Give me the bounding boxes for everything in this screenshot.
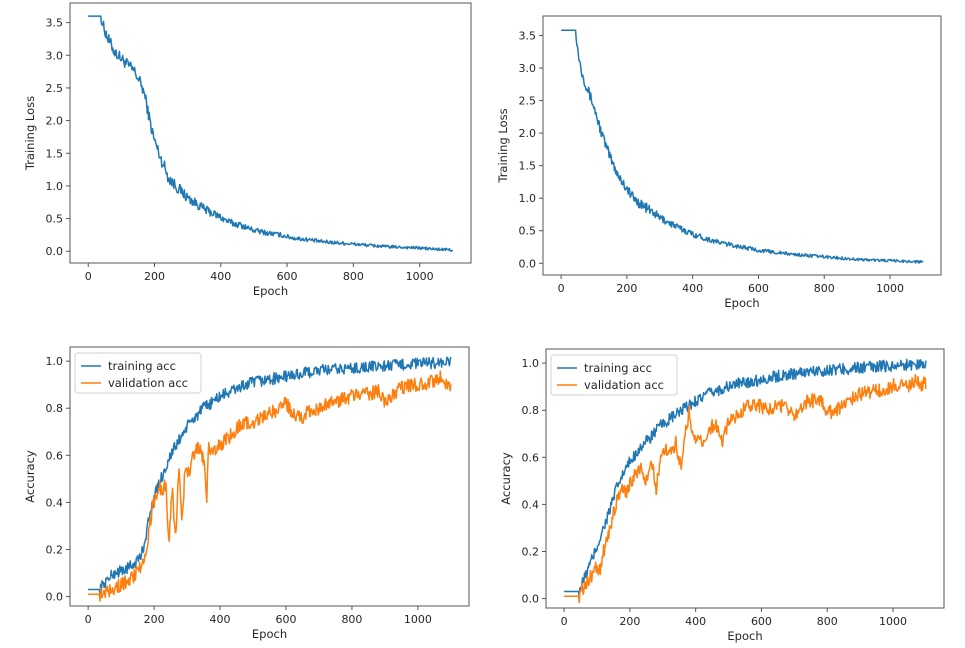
y-tick-label: 3.5: [46, 17, 64, 30]
x-tick-label: 800: [814, 282, 835, 295]
legend-label: validation acc: [584, 378, 664, 392]
plot-frame: [69, 2, 472, 264]
x-tick-label: 0: [85, 270, 92, 283]
y-tick-label: 1.0: [519, 192, 537, 205]
y-tick-label: 0.0: [46, 591, 64, 604]
x-tick-label: 400: [210, 270, 231, 283]
legend-label: training acc: [584, 361, 652, 375]
x-tick-label: 200: [619, 615, 640, 628]
y-tick-label: 0.6: [46, 449, 64, 462]
y-tick-label: 0.2: [46, 543, 64, 556]
y-tick-label: 2.0: [46, 115, 64, 128]
y-tick-label: 2.5: [519, 95, 537, 108]
y-tick-label: 0.2: [522, 545, 540, 558]
x-tick-label: 400: [682, 282, 703, 295]
y-tick-label: 3.0: [46, 49, 64, 62]
x-tick-label: 1000: [406, 270, 434, 283]
x-tick-label: 600: [277, 270, 298, 283]
plot-frame: [545, 348, 945, 609]
y-axis-label: Training Loss: [23, 96, 37, 171]
x-tick-label: 1000: [404, 613, 432, 626]
x-axis-label: Epoch: [252, 627, 287, 641]
legend: training acc validation acc: [74, 352, 202, 394]
legend-label: validation acc: [108, 376, 188, 390]
x-axis-label: Epoch: [253, 284, 288, 298]
y-tick-label: 0.5: [519, 225, 537, 238]
y-tick-label: 0.5: [46, 213, 64, 226]
x-tick-label: 600: [751, 615, 772, 628]
training-loss-chart-right: 0 200 400 600 800 1000 0.0 0.5 1.0 1.5 2.0 2.5 3.0 3.…: [496, 15, 942, 310]
x-tick-label: 200: [616, 282, 637, 295]
plot-frame: [542, 15, 942, 276]
y-tick-label: 0.6: [522, 451, 540, 464]
y-tick-label: 0.0: [522, 593, 540, 606]
legend-label: training acc: [108, 359, 176, 373]
y-tick-label: 1.0: [522, 357, 540, 370]
x-tick-label: 0: [85, 613, 92, 626]
training-loss-line: [88, 15, 454, 252]
y-axis-label: Training Loss: [496, 108, 510, 183]
y-tick-label: 3.0: [519, 62, 537, 75]
x-axis-label: Epoch: [724, 296, 759, 310]
x-tick-label: 0: [561, 615, 568, 628]
plot-frame: [69, 346, 470, 607]
x-tick-label: 600: [275, 613, 296, 626]
y-tick-label: 1.0: [46, 355, 64, 368]
accuracy-chart-left: 0 200 400 600 800 1000 0.0 0.2 0.4 0.6 0.8 1.0 Epoch…: [23, 346, 470, 641]
x-tick-label: 800: [817, 615, 838, 628]
y-tick-label: 2.5: [46, 82, 64, 95]
x-tick-label: 400: [210, 613, 231, 626]
x-tick-label: 1000: [876, 282, 904, 295]
y-tick-label: 0.8: [46, 402, 64, 415]
x-tick-label: 0: [558, 282, 565, 295]
y-axis-label: Accuracy: [23, 450, 37, 503]
y-axis-label: Accuracy: [499, 452, 513, 505]
y-tick-label: 0.4: [522, 498, 540, 511]
y-tick-label: 1.5: [46, 147, 64, 160]
y-tick-label: 1.5: [519, 160, 537, 173]
x-tick-label: 200: [144, 613, 165, 626]
validation-acc-line: [563, 373, 927, 604]
x-tick-label: 600: [748, 282, 769, 295]
accuracy-chart-right: 0 200 400 600 800 1000 0.0 0.2 0.4 0.6 0.8 1.0 Epoch…: [499, 348, 945, 643]
training-loss-chart-left: 0 200 400 600 800 1000 0.0 0.5 1.0 1.5 2.0 2.5 3.0 3.…: [23, 2, 472, 298]
x-tick-label: 1000: [879, 615, 907, 628]
y-tick-label: 0.8: [522, 404, 540, 417]
y-tick-label: 3.5: [519, 30, 537, 43]
y-tick-label: 2.0: [519, 127, 537, 140]
x-tick-label: 200: [144, 270, 165, 283]
x-tick-label: 800: [341, 613, 362, 626]
validation-acc-line: [88, 370, 452, 602]
legend: training acc validation acc: [550, 354, 678, 396]
y-tick-label: 0.0: [519, 257, 537, 270]
training-acc-line: [88, 356, 452, 596]
y-tick-label: 0.4: [46, 496, 64, 509]
y-tick-label: 1.0: [46, 180, 64, 193]
legend-box: [550, 354, 678, 396]
x-axis-label: Epoch: [727, 629, 762, 643]
training-acc-line: [563, 358, 927, 598]
y-tick-label: 0.0: [46, 245, 64, 258]
training-loss-line: [560, 29, 924, 264]
legend-box: [74, 352, 202, 394]
x-tick-label: 400: [685, 615, 706, 628]
x-tick-label: 800: [343, 270, 364, 283]
